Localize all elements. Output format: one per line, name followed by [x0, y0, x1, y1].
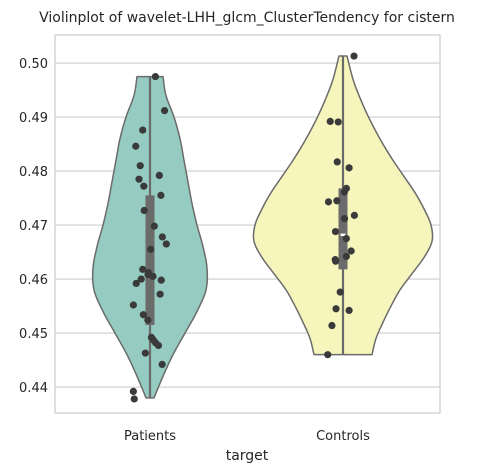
- point-controls-11: [331, 227, 340, 236]
- point-patients-9: [140, 206, 148, 215]
- point-controls-21: [324, 351, 332, 359]
- y-tick-label-5: 0.49: [19, 111, 48, 126]
- point-patients-18: [137, 275, 145, 283]
- point-patients-8: [157, 191, 165, 199]
- point-patients-3: [132, 142, 140, 150]
- y-tick-label-4: 0.48: [19, 165, 48, 180]
- point-patients-17: [149, 272, 157, 280]
- point-controls-0: [350, 52, 358, 60]
- chart-title: Violinplot of wavelet-LHH_glcm_ClusterTe…: [39, 10, 455, 26]
- point-patients-14: [139, 265, 147, 273]
- point-controls-12: [342, 234, 350, 243]
- point-patients-20: [132, 279, 140, 287]
- point-patients-11: [158, 233, 166, 241]
- point-controls-9: [350, 211, 359, 219]
- point-controls-4: [345, 164, 353, 172]
- plot-frame: [54, 34, 441, 414]
- y-tick-label-0: 0.44: [19, 381, 48, 396]
- point-controls-19: [345, 306, 353, 314]
- point-controls-3: [333, 158, 341, 166]
- median-controls: [340, 233, 346, 236]
- point-controls-7: [333, 197, 341, 205]
- point-controls-6: [340, 188, 348, 196]
- iqr-box-controls: [338, 188, 348, 270]
- data-points: [129, 52, 359, 403]
- point-controls-20: [328, 321, 336, 330]
- point-controls-8: [324, 198, 333, 206]
- point-patients-13: [147, 245, 155, 253]
- y-tick-label-1: 0.45: [19, 327, 48, 342]
- x-tick-label-patients: Patients: [124, 429, 176, 444]
- point-patients-24: [144, 316, 152, 324]
- y-tick-label-2: 0.46: [19, 273, 48, 288]
- point-patients-31: [129, 387, 137, 395]
- point-controls-1: [326, 117, 334, 125]
- point-patients-19: [157, 276, 165, 284]
- point-controls-17: [336, 288, 344, 296]
- point-patients-4: [136, 162, 144, 170]
- y-tick-labels: 0.44 0.45 0.46 0.47 0.48 0.49 0.50: [19, 57, 48, 396]
- point-patients-2: [139, 126, 147, 134]
- point-patients-28: [154, 341, 163, 350]
- violins: [91, 55, 434, 399]
- point-controls-10: [340, 215, 349, 223]
- x-tick-label-controls: Controls: [316, 429, 370, 444]
- point-controls-16: [332, 257, 340, 265]
- point-patients-0: [151, 72, 159, 81]
- point-controls-14: [342, 252, 350, 260]
- y-tick-label-6: 0.50: [19, 57, 48, 72]
- point-patients-5: [155, 171, 163, 179]
- point-patients-32: [130, 395, 138, 403]
- point-patients-30: [158, 360, 166, 368]
- point-controls-2: [334, 118, 342, 126]
- x-axis-label: target: [226, 448, 269, 464]
- point-patients-29: [141, 349, 149, 357]
- point-patients-6: [135, 175, 143, 183]
- y-tick-label-3: 0.47: [19, 219, 48, 234]
- iqr-box-patients: [145, 195, 155, 325]
- point-patients-1: [160, 107, 169, 115]
- point-patients-21: [156, 290, 164, 298]
- x-tick-labels: Patients Controls: [124, 429, 370, 444]
- point-patients-23: [139, 311, 147, 319]
- point-controls-13: [347, 247, 355, 255]
- point-patients-10: [150, 222, 158, 230]
- point-patients-22: [129, 301, 137, 309]
- point-patients-7: [140, 182, 148, 190]
- point-patients-12: [162, 240, 170, 248]
- point-controls-18: [332, 305, 340, 313]
